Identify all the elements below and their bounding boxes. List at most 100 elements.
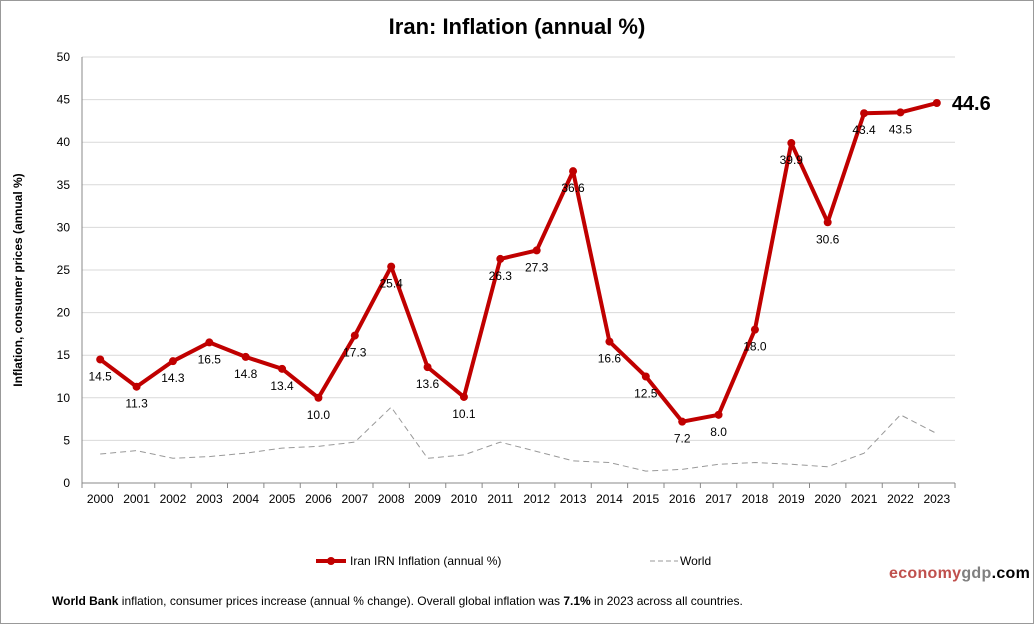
iran-data-label: 7.2 xyxy=(674,432,691,446)
x-tick-label: 2001 xyxy=(123,492,150,506)
x-tick-label: 2016 xyxy=(669,492,696,506)
x-tick-label: 2007 xyxy=(341,492,368,506)
x-tick-label: 2005 xyxy=(269,492,296,506)
iran-line xyxy=(98,101,938,424)
y-tick-label: 50 xyxy=(57,50,71,64)
y-tick-label: 35 xyxy=(57,178,71,192)
iran-point xyxy=(896,108,905,117)
iran-point xyxy=(532,246,541,255)
logo-part-com: .com xyxy=(991,565,1031,582)
footer-source: World Bank xyxy=(52,594,119,608)
iran-point xyxy=(387,262,396,271)
x-tick-label: 2017 xyxy=(705,492,732,506)
iran-data-label: 36.6 xyxy=(561,181,585,195)
iran-point xyxy=(932,99,941,108)
x-tick-label: 2009 xyxy=(414,492,441,506)
chart-title: Iran: Inflation (annual %) xyxy=(389,14,646,39)
iran-point xyxy=(314,393,323,402)
legend-world-label: World xyxy=(680,554,711,568)
iran-point xyxy=(569,167,578,176)
iran-point xyxy=(860,109,869,118)
logo-part-gdp: gdp xyxy=(961,565,992,582)
y-axis-label: Inflation, consumer prices (annual %) xyxy=(11,173,25,386)
iran-data-label: 13.4 xyxy=(270,379,294,393)
iran-data-label: 10.1 xyxy=(452,407,476,421)
x-tick-label: 2022 xyxy=(887,492,914,506)
iran-data-label: 16.6 xyxy=(598,352,622,366)
iran-point xyxy=(459,392,468,401)
iran-data-label: 43.4 xyxy=(852,123,876,137)
iran-data-label: 8.0 xyxy=(710,425,727,439)
iran-point xyxy=(496,254,505,263)
iran-point xyxy=(350,331,359,340)
x-tick-label: 2018 xyxy=(742,492,769,506)
x-tick-label: 2014 xyxy=(596,492,623,506)
x-tick-label: 2013 xyxy=(560,492,587,506)
iran-point xyxy=(641,372,650,381)
iran-point xyxy=(423,363,432,372)
x-tick-label: 2002 xyxy=(160,492,187,506)
iran-point xyxy=(205,338,214,347)
x-tick-label: 2011 xyxy=(487,492,513,506)
logo[interactable]: economygdp.com xyxy=(889,565,1030,583)
last-value-annotation: 44.6 xyxy=(952,93,991,115)
iran-data-label: 27.3 xyxy=(525,260,549,274)
legend-iran-label: Iran IRN Inflation (annual %) xyxy=(350,554,501,568)
iran-data-label: 39.9 xyxy=(780,153,804,167)
iran-data-label: 18.0 xyxy=(743,340,767,354)
iran-data-label: 16.5 xyxy=(198,352,222,366)
iran-data-label: 14.8 xyxy=(234,367,258,381)
y-tick-label: 30 xyxy=(57,220,71,234)
y-tick-label: 5 xyxy=(63,433,70,447)
x-tick-label: 2015 xyxy=(632,492,659,506)
iran-data-label: 43.5 xyxy=(889,122,913,136)
x-tick-label: 2008 xyxy=(378,492,405,506)
iran-point xyxy=(132,382,141,391)
footer-text: inflation, consumer prices increase (ann… xyxy=(118,594,564,608)
iran-point xyxy=(823,218,832,227)
iran-point xyxy=(241,352,250,361)
y-tick-label: 20 xyxy=(57,306,71,320)
iran-data-label: 14.5 xyxy=(89,369,113,383)
x-tick-label: 2000 xyxy=(87,492,114,506)
iran-point xyxy=(96,355,105,364)
x-tick-label: 2003 xyxy=(196,492,223,506)
iran-point xyxy=(278,364,287,373)
iran-data-label: 17.3 xyxy=(343,346,367,360)
iran-point xyxy=(168,357,177,366)
y-tick-label: 0 xyxy=(63,476,70,490)
logo-part-economy: economy xyxy=(889,565,962,582)
iran-data-label: 25.4 xyxy=(380,277,404,291)
footer-tail: in 2023 across all countries. xyxy=(590,594,743,608)
x-tick-label: 2019 xyxy=(778,492,805,506)
x-tick-label: 2010 xyxy=(451,492,478,506)
y-tick-label: 45 xyxy=(57,93,71,107)
y-tick-label: 10 xyxy=(57,391,71,405)
iran-data-label: 30.6 xyxy=(816,232,840,246)
x-tick-label: 2004 xyxy=(232,492,259,506)
iran-data-label: 11.3 xyxy=(125,397,148,411)
footer-global-value: 7.1% xyxy=(563,594,591,608)
world-line xyxy=(100,406,938,472)
footer-note: World Bank inflation, consumer prices in… xyxy=(52,594,743,608)
iran-data-label: 13.6 xyxy=(416,377,440,391)
iran-point xyxy=(678,417,687,426)
x-tick-label: 2023 xyxy=(923,492,950,506)
y-tick-label: 15 xyxy=(57,348,71,362)
x-tick-label: 2021 xyxy=(851,492,878,506)
iran-data-label: 26.3 xyxy=(489,269,513,283)
iran-data-label: 14.3 xyxy=(161,371,185,385)
iran-point xyxy=(605,337,614,346)
legend: Iran IRN Inflation (annual %) World xyxy=(316,554,711,568)
iran-point xyxy=(787,139,796,148)
x-tick-label: 2012 xyxy=(523,492,550,506)
iran-point xyxy=(714,410,723,419)
legend-iran-marker xyxy=(327,557,335,565)
y-tick-label: 25 xyxy=(57,263,71,277)
y-tick-label: 40 xyxy=(57,135,71,149)
iran-data-label: 10.0 xyxy=(307,408,331,422)
x-tick-label: 2006 xyxy=(305,492,332,506)
iran-data-label: 12.5 xyxy=(634,387,658,401)
iran-point xyxy=(750,325,759,334)
